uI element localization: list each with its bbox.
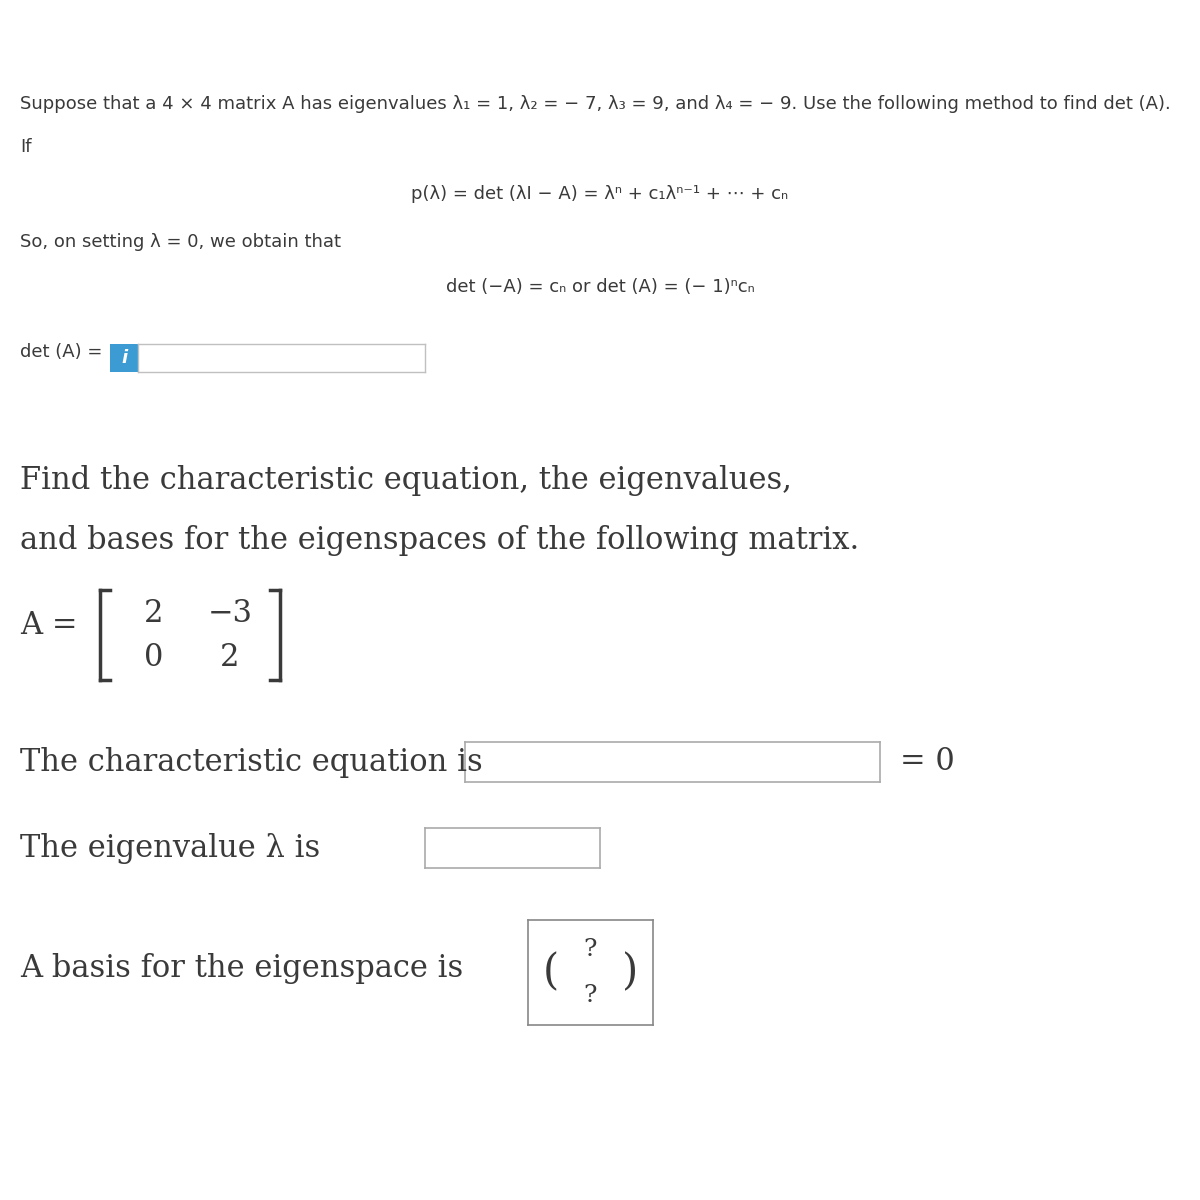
Text: 0: 0 bbox=[144, 642, 163, 672]
Text: det (A) =: det (A) = bbox=[20, 343, 108, 361]
Text: 2: 2 bbox=[144, 598, 163, 629]
Text: −3: −3 bbox=[208, 598, 252, 629]
Text: Suppose that a 4 × 4 matrix A has eigenvalues λ₁ = 1, λ₂ = − 7, λ₃ = 9, and λ₄ =: Suppose that a 4 × 4 matrix A has eigenv… bbox=[20, 95, 1171, 113]
Text: ?: ? bbox=[583, 938, 598, 961]
Text: and bases for the eigenspaces of the following matrix.: and bases for the eigenspaces of the fol… bbox=[20, 526, 859, 556]
Text: Find the characteristic equation, the eigenvalues,: Find the characteristic equation, the ei… bbox=[20, 464, 792, 496]
Text: p(λ) = det (λI − A) = λⁿ + c₁λⁿ⁻¹ + ⋯ + cₙ: p(λ) = det (λI − A) = λⁿ + c₁λⁿ⁻¹ + ⋯ + … bbox=[412, 185, 788, 203]
Text: So, on setting λ = 0, we obtain that: So, on setting λ = 0, we obtain that bbox=[20, 233, 341, 251]
Text: ): ) bbox=[623, 952, 638, 994]
Text: ?: ? bbox=[583, 984, 598, 1007]
Text: The eigenvalue λ is: The eigenvalue λ is bbox=[20, 833, 320, 864]
Text: det (−A) = cₙ or det (A) = (− 1)ⁿcₙ: det (−A) = cₙ or det (A) = (− 1)ⁿcₙ bbox=[445, 278, 755, 296]
Text: A basis for the eigenspace is: A basis for the eigenspace is bbox=[20, 953, 463, 984]
Text: A =: A = bbox=[20, 610, 78, 641]
Text: The characteristic equation is: The characteristic equation is bbox=[20, 746, 482, 778]
Text: 2: 2 bbox=[221, 642, 240, 672]
Text: = 0: = 0 bbox=[900, 746, 955, 778]
Text: (: ( bbox=[542, 952, 559, 994]
Text: If: If bbox=[20, 138, 31, 156]
Text: i: i bbox=[121, 349, 127, 367]
